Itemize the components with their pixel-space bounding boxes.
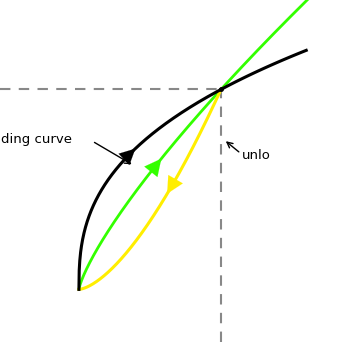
Text: unlo: unlo [242,149,271,162]
Text: ding curve: ding curve [1,133,72,146]
